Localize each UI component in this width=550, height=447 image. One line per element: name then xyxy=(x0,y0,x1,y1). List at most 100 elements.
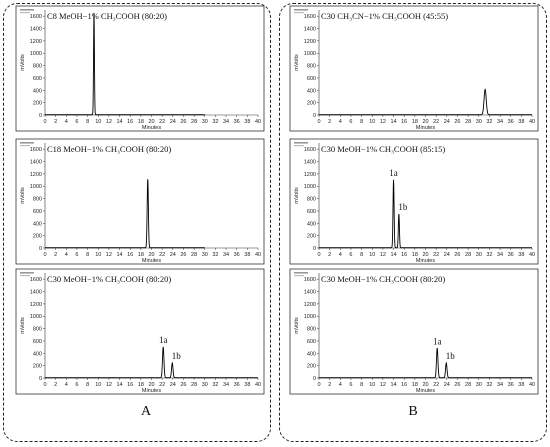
x-tick-label: 36 xyxy=(508,252,514,258)
group-label-a: A xyxy=(141,404,152,419)
x-tick-label: 12 xyxy=(106,252,112,258)
panel-title: C30 MeOH−1% CH₃COOH (85:15) xyxy=(321,144,445,154)
x-tick-label: 6 xyxy=(349,382,352,388)
y-tick-label: 1000 xyxy=(30,314,42,320)
x-tick-label: 20 xyxy=(148,252,154,258)
x-tick-label: 26 xyxy=(454,382,460,388)
chromatogram-trace xyxy=(45,346,258,379)
x-tick-label: 34 xyxy=(223,382,229,388)
y-tick-label: 1000 xyxy=(304,314,316,320)
x-tick-label: 36 xyxy=(234,382,240,388)
x-tick-label: 12 xyxy=(106,382,112,388)
x-tick-label: 8 xyxy=(360,119,363,125)
y-tick-label: 400 xyxy=(33,221,42,227)
x-tick-label: 12 xyxy=(380,382,386,388)
panel-title: C30 MeOH−1% CH₃COOH (80:20) xyxy=(321,274,445,284)
y-tick-label: 1600 xyxy=(30,147,42,153)
x-tick-label: 24 xyxy=(444,252,450,258)
legend-mark xyxy=(20,142,34,144)
x-tick-label: 40 xyxy=(529,382,535,388)
group-a-frame xyxy=(3,3,271,442)
x-tick-label: 34 xyxy=(497,382,503,388)
x-axis-title: Minutes xyxy=(142,388,162,394)
x-tick-label: 16 xyxy=(127,119,133,125)
x-tick-label: 30 xyxy=(476,119,482,125)
x-tick-label: 30 xyxy=(202,119,208,125)
x-tick-label: 14 xyxy=(116,119,122,125)
panel-title: C30 MeOH−1% CH₃COOH (80:20) xyxy=(47,274,171,284)
y-tick-label: 1400 xyxy=(30,27,42,33)
x-tick-label: 26 xyxy=(454,252,460,258)
x-tick-label: 0 xyxy=(43,252,46,258)
x-tick-label: 26 xyxy=(180,252,186,258)
legend-mark xyxy=(294,272,308,274)
x-tick-label: 22 xyxy=(433,252,439,258)
y-tick-label: 1000 xyxy=(304,184,316,190)
y-tick-label: 600 xyxy=(33,76,42,82)
x-tick-label: 20 xyxy=(148,119,154,125)
x-tick-label: 22 xyxy=(433,119,439,125)
y-axis-title: mVolts xyxy=(20,187,26,204)
x-tick-label: 32 xyxy=(212,252,218,258)
x-tick-label: 28 xyxy=(191,382,197,388)
x-tick-label: 16 xyxy=(401,252,407,258)
legend-mark xyxy=(294,275,304,277)
x-tick-label: 38 xyxy=(244,119,250,125)
x-axis-title: Minutes xyxy=(416,258,436,264)
y-tick-label: 400 xyxy=(307,351,316,357)
y-tick-label: 1400 xyxy=(304,27,316,33)
panel-frame xyxy=(15,268,265,395)
y-tick-label: 1000 xyxy=(304,51,316,57)
x-tick-label: 16 xyxy=(401,119,407,125)
y-tick-label: 200 xyxy=(307,364,316,370)
x-tick-label: 12 xyxy=(380,119,386,125)
y-tick-label: 600 xyxy=(33,339,42,345)
x-tick-label: 34 xyxy=(223,119,229,125)
x-tick-label: 8 xyxy=(360,382,363,388)
x-tick-label: 36 xyxy=(508,382,514,388)
y-axis-title: mVolts xyxy=(294,187,300,204)
x-tick-label: 28 xyxy=(465,119,471,125)
y-tick-label: 800 xyxy=(307,64,316,70)
x-tick-label: 8 xyxy=(86,119,89,125)
y-tick-label: 200 xyxy=(33,364,42,370)
legend-mark xyxy=(20,12,30,14)
x-tick-label: 20 xyxy=(422,119,428,125)
x-tick-label: 4 xyxy=(65,252,68,258)
x-tick-label: 34 xyxy=(497,119,503,125)
x-axis-title: Minutes xyxy=(142,125,162,131)
x-tick-label: 32 xyxy=(486,119,492,125)
x-tick-label: 2 xyxy=(328,382,331,388)
x-tick-label: 4 xyxy=(339,382,342,388)
x-tick-label: 20 xyxy=(148,382,154,388)
legend-mark xyxy=(20,275,30,277)
x-tick-label: 38 xyxy=(244,382,250,388)
y-tick-label: 600 xyxy=(307,339,316,345)
peak-label-1b: 1b xyxy=(172,351,182,361)
group-b-frame xyxy=(279,3,547,442)
chromatogram-trace xyxy=(319,179,532,249)
x-tick-label: 24 xyxy=(170,119,176,125)
x-tick-label: 24 xyxy=(170,382,176,388)
x-tick-label: 0 xyxy=(317,382,320,388)
panel-frame xyxy=(289,138,539,265)
y-tick-label: 1200 xyxy=(30,172,42,178)
x-tick-label: 16 xyxy=(127,252,133,258)
x-tick-label: 14 xyxy=(116,382,122,388)
x-tick-label: 18 xyxy=(412,382,418,388)
y-tick-label: 1200 xyxy=(304,172,316,178)
y-tick-label: 600 xyxy=(33,209,42,215)
legend-mark xyxy=(294,12,304,14)
x-tick-label: 40 xyxy=(255,119,261,125)
x-tick-label: 30 xyxy=(476,382,482,388)
panel-frame xyxy=(289,268,539,395)
x-tick-label: 6 xyxy=(75,382,78,388)
x-tick-label: 38 xyxy=(518,382,524,388)
y-tick-label: 200 xyxy=(307,234,316,240)
x-tick-label: 26 xyxy=(180,382,186,388)
x-tick-label: 40 xyxy=(529,119,535,125)
y-tick-label: 1400 xyxy=(304,160,316,166)
x-tick-label: 20 xyxy=(422,382,428,388)
